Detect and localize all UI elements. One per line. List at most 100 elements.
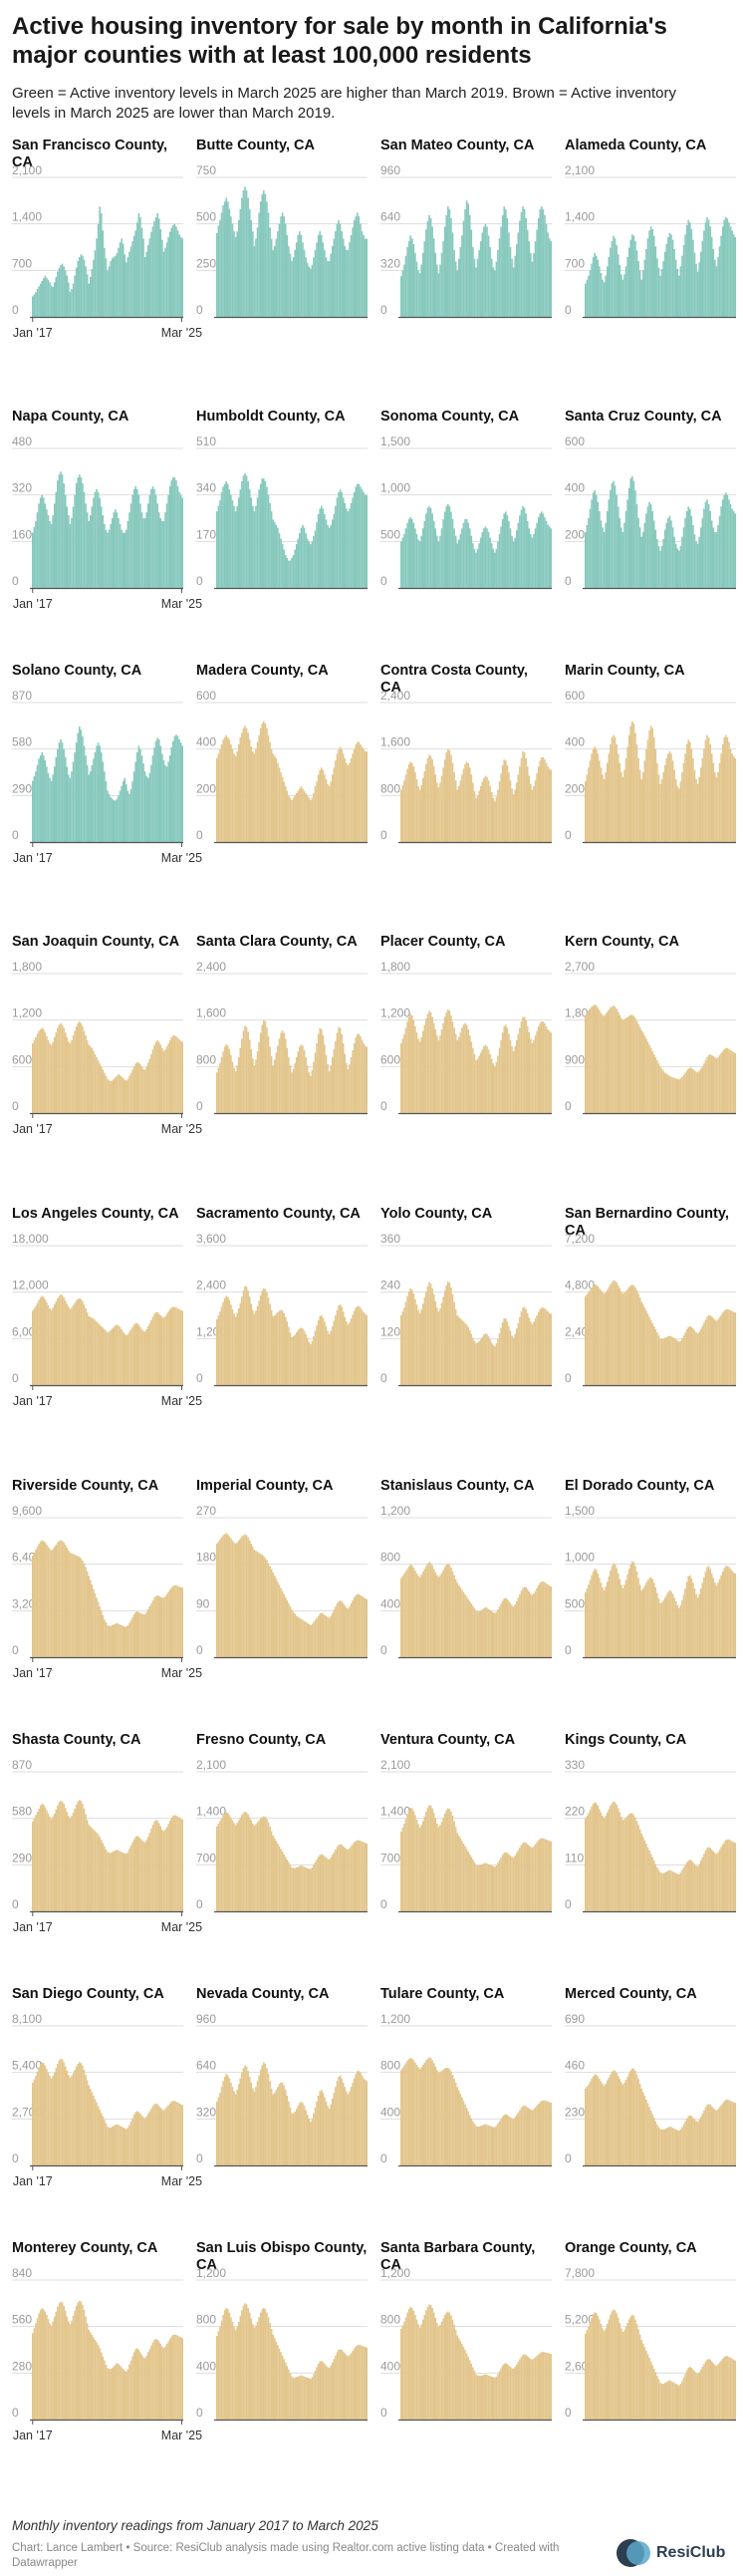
y-tick-label: 0	[380, 1897, 387, 1911]
inventory-bar	[77, 1556, 80, 1657]
inventory-bar	[139, 1612, 141, 1657]
inventory-bar	[709, 1315, 711, 1385]
inventory-bar	[63, 1804, 65, 1911]
inventory-bar	[335, 1040, 337, 1113]
chart-title: Active housing inventory for sale by mon…	[12, 13, 667, 69]
inventory-bar	[440, 528, 443, 588]
inventory-bar	[300, 1865, 303, 1911]
inventory-bar	[124, 1333, 126, 1385]
inventory-bar	[143, 1331, 146, 1385]
inventory-bar	[417, 2067, 419, 2165]
inventory-bar	[515, 2115, 518, 2165]
inventory-bar	[506, 1027, 509, 1113]
inventory-bar	[170, 1817, 173, 1911]
inventory-bar	[361, 1595, 364, 1657]
inventory-bar	[294, 549, 296, 588]
inventory-bar	[105, 1622, 108, 1657]
inventory-bar	[108, 1331, 111, 1385]
inventory-bar	[105, 1850, 108, 1911]
inventory-bar	[602, 279, 604, 317]
inventory-bar	[303, 1330, 306, 1385]
inventory-bar	[126, 257, 129, 317]
inventory-bar	[620, 2328, 622, 2420]
inventory-bar	[125, 1335, 127, 1385]
inventory-bar	[453, 772, 455, 842]
inventory-bar	[696, 543, 699, 588]
inventory-bar	[414, 1571, 416, 1657]
inventory-bar	[417, 1575, 419, 1657]
inventory-bar	[486, 1333, 488, 1385]
inventory-bar	[698, 1863, 700, 1911]
inventory-bar	[300, 1327, 303, 1385]
inventory-bar	[494, 1346, 496, 1385]
inventory-bar	[511, 1857, 513, 1911]
inventory-bar	[255, 238, 257, 317]
inventory-bar	[542, 513, 545, 588]
inventory-bar	[503, 513, 506, 588]
inventory-bar	[645, 513, 647, 588]
inventory-bar	[659, 1338, 661, 1385]
inventory-bar	[115, 2365, 117, 2420]
inventory-bar	[425, 1018, 427, 1113]
inventory-bar	[154, 494, 157, 588]
inventory-bar	[320, 1029, 323, 1113]
inventory-bar	[284, 1596, 287, 1657]
inventory-bar	[58, 1024, 61, 1113]
inventory-bar	[97, 2106, 100, 2165]
inventory-bar	[495, 1611, 498, 1657]
inventory-bar	[453, 2324, 455, 2420]
inventory-bar	[515, 782, 518, 842]
inventory-bar	[429, 2305, 432, 2420]
inventory-bar	[495, 1343, 498, 1385]
inventory-bar	[706, 499, 708, 588]
inventory-bar	[77, 732, 80, 842]
inventory-bar	[280, 772, 282, 842]
inventory-bar	[673, 2129, 675, 2165]
inventory-bar	[47, 1813, 50, 1911]
inventory-bar	[673, 1597, 675, 1657]
inventory-bar	[82, 1301, 84, 1385]
y-tick-label: 0	[196, 828, 203, 842]
inventory-bar	[66, 766, 69, 842]
inventory-bar	[699, 1328, 702, 1385]
inventory-bar	[629, 478, 632, 588]
inventory-bar	[266, 1026, 268, 1113]
inventory-bar	[517, 2362, 520, 2420]
inventory-bar	[517, 1850, 520, 1911]
inventory-bar	[631, 1014, 633, 1113]
inventory-bar	[509, 2117, 512, 2165]
inventory-bar	[110, 1081, 112, 1113]
inventory-bar	[728, 1309, 730, 1385]
inventory-bar	[720, 1052, 722, 1113]
inventory-bar	[361, 1309, 364, 1385]
inventory-bar	[216, 1826, 218, 1911]
inventory-bar	[732, 755, 735, 842]
inventory-bar	[294, 2112, 296, 2165]
inventory-bar	[234, 2094, 237, 2165]
inventory-bar	[624, 758, 627, 842]
inventory-bar	[250, 497, 253, 588]
inventory-bar	[119, 790, 122, 842]
inventory-bar	[153, 221, 155, 317]
inventory-bar	[451, 1816, 454, 1911]
inventory-bar	[44, 1298, 47, 1385]
inventory-bar	[415, 1032, 418, 1113]
inventory-bar	[635, 250, 638, 317]
inventory-bar	[717, 2364, 719, 2420]
inventory-bar	[610, 490, 612, 588]
inventory-bar	[153, 1597, 155, 1657]
inventory-bar	[357, 1305, 359, 1385]
inventory-bar	[453, 249, 455, 317]
inventory-bar	[605, 1816, 607, 1911]
inventory-bar	[684, 2374, 686, 2420]
inventory-bar	[709, 744, 711, 842]
inventory-bar	[124, 1626, 126, 1658]
inventory-bar	[448, 2312, 451, 2420]
inventory-bar	[239, 1538, 242, 1657]
inventory-bar	[322, 508, 325, 588]
inventory-bar	[533, 2109, 535, 2165]
inventory-bar	[403, 533, 405, 588]
inventory-bar	[319, 231, 322, 317]
inventory-bar	[350, 758, 353, 842]
inventory-bar	[310, 268, 312, 317]
